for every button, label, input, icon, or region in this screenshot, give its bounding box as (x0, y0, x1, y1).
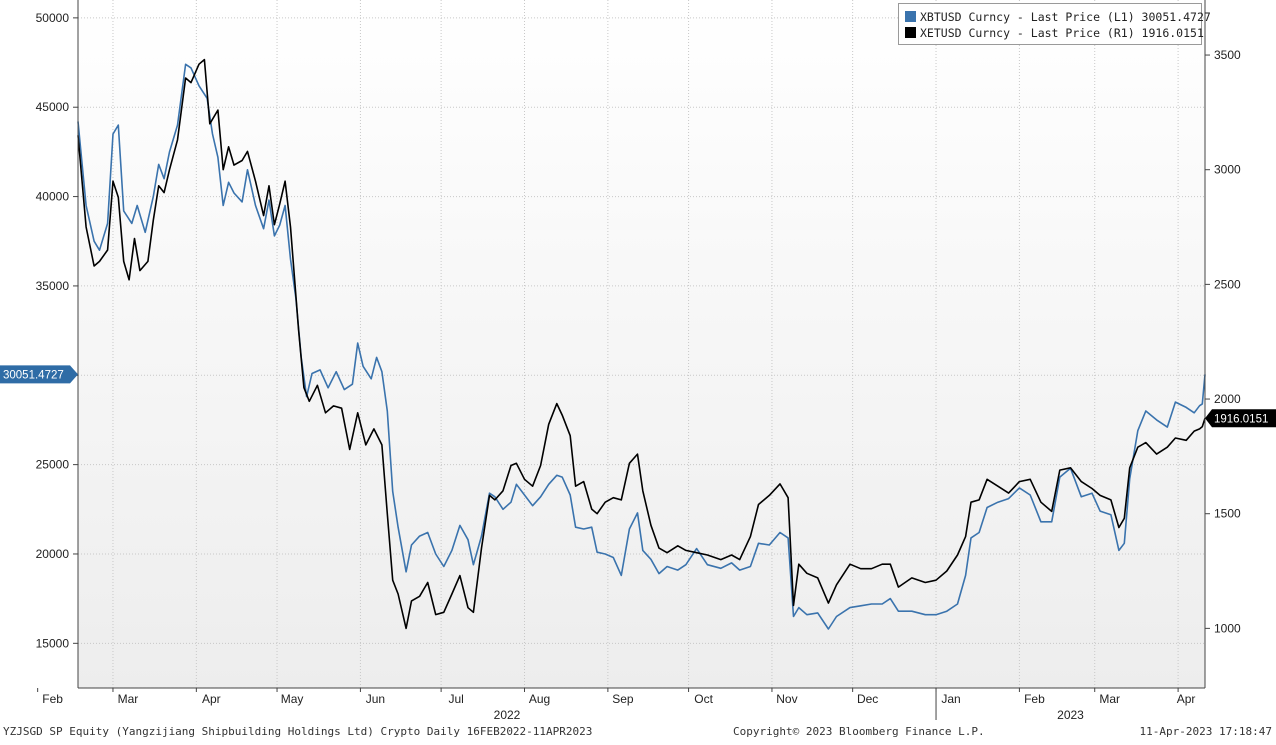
legend-swatch-xetusd (905, 27, 916, 38)
last-value-tag-right (1205, 409, 1276, 428)
series-layer (77, 58, 1206, 630)
x-year-label: 2022 (494, 708, 521, 722)
series-line-xetusd (77, 58, 1206, 630)
footer-security-description: YZJSGD SP Equity (Yangzijiang Shipbuildi… (3, 725, 593, 738)
axes: 1500020000250003000035000400004500050000… (36, 0, 1241, 722)
x-month-label: Jul (448, 692, 463, 706)
plot-background (78, 0, 1205, 688)
left-tick-label: 25000 (36, 458, 70, 472)
right-tick-label: 3500 (1214, 48, 1241, 62)
left-tick-label: 50000 (36, 11, 70, 25)
footer-timestamp: 11-Apr-2023 17:18:47 (1139, 725, 1272, 738)
legend-entry-xetusd: XETUSD Curncy - Last Price (R1) 1916.015… (905, 26, 1204, 41)
x-month-label: Dec (857, 692, 878, 706)
x-month-label: Feb (1024, 692, 1045, 706)
right-tick-label: 2500 (1214, 277, 1241, 291)
legend: XBTUSD Curncy - Last Price (L1) 30051.47… (898, 3, 1211, 45)
legend-swatch-xbtusd (905, 11, 916, 22)
x-month-label: May (281, 692, 304, 706)
legend-label-xetusd: XETUSD Curncy - Last Price (R1) 1916.015… (920, 26, 1204, 40)
x-month-label: Sep (612, 692, 634, 706)
last-value-tag-left (0, 365, 78, 384)
x-month-label: Mar (1099, 692, 1120, 706)
x-month-label: Apr (202, 692, 221, 706)
footer-copyright: Copyright© 2023 Bloomberg Finance L.P. (733, 725, 985, 738)
legend-label-xbtusd: XBTUSD Curncy - Last Price (L1) 30051.47… (920, 10, 1211, 24)
last-value-tags: 30051.4727 1916.0151 (0, 365, 1276, 428)
footer: YZJSGD SP Equity (Yangzijiang Shipbuildi… (0, 720, 1276, 740)
left-tick-label: 40000 (36, 190, 70, 204)
x-month-label: Aug (529, 692, 550, 706)
x-year-label: 2023 (1057, 708, 1084, 722)
right-tick-label: 1500 (1214, 507, 1241, 521)
legend-entry-xbtusd: XBTUSD Curncy - Last Price (L1) 30051.47… (905, 10, 1211, 25)
left-tick-label: 35000 (36, 279, 70, 293)
right-tick-label: 1000 (1214, 621, 1241, 635)
x-month-label: Feb (42, 692, 63, 706)
left-tick-label: 15000 (36, 636, 70, 650)
x-month-label: Apr (1177, 692, 1196, 706)
x-month-label: Jan (941, 692, 960, 706)
last-value-tag-right-label: 1916.0151 (1214, 413, 1268, 425)
left-tick-label: 20000 (36, 547, 70, 561)
x-month-label: Mar (118, 692, 139, 706)
right-tick-label: 2000 (1214, 392, 1241, 406)
left-tick-label: 45000 (36, 100, 70, 114)
x-month-label: Oct (694, 692, 713, 706)
series-line-xbtusd (77, 63, 1206, 630)
right-tick-label: 3000 (1214, 163, 1241, 177)
last-value-tag-left-label: 30051.4727 (3, 369, 64, 381)
x-month-label: Nov (776, 692, 797, 706)
x-month-label: Jun (366, 692, 385, 706)
